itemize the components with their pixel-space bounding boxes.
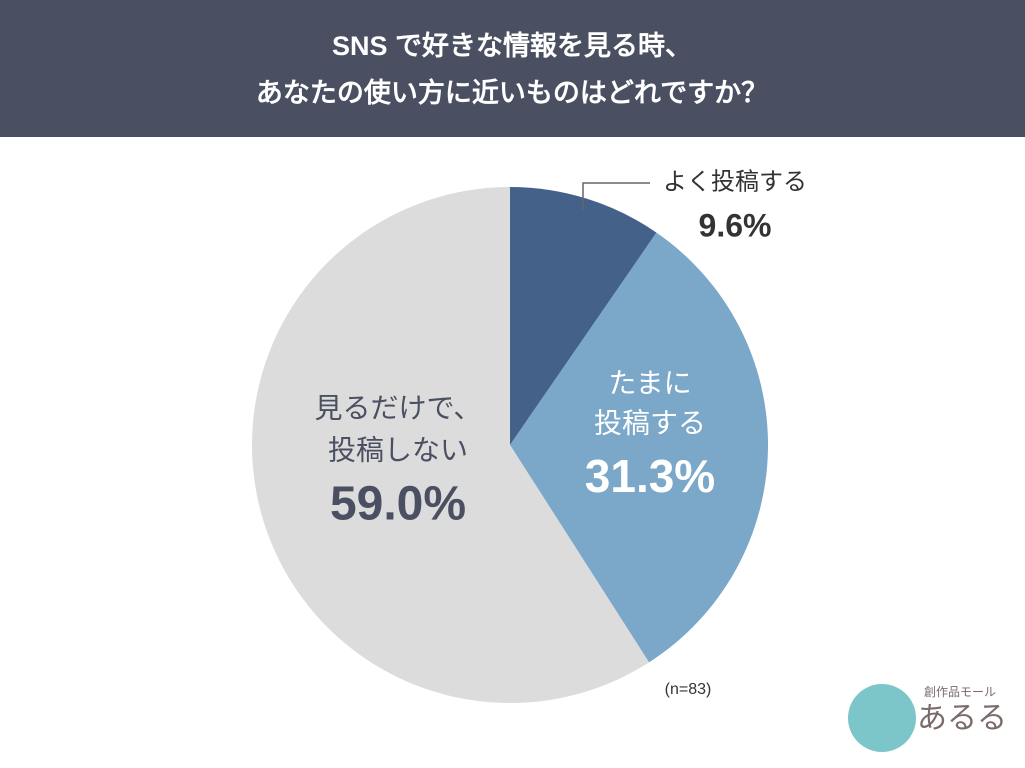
chart-title: SNS で好きな情報を見る時、 — [332, 31, 692, 61]
slice-label: 投稿する — [594, 407, 706, 438]
header-band — [0, 0, 1025, 137]
logo-name: あるる — [917, 702, 1007, 735]
value-label: 59.0% — [330, 478, 466, 531]
pie-slice — [510, 232, 768, 663]
slice-label: たまに — [608, 367, 691, 398]
slice-label: よく投稿する — [663, 168, 807, 195]
sample-note: (n=83) — [665, 681, 712, 698]
slice-label: 見るだけで、 — [315, 392, 482, 423]
slice-label: 投稿しない — [328, 434, 468, 465]
logo-icon — [848, 684, 916, 752]
leader-line — [582, 182, 650, 210]
pie-slice — [510, 187, 657, 445]
value-label: 9.6% — [699, 207, 772, 243]
value-label: 31.3% — [585, 450, 715, 502]
pie-slice — [252, 187, 650, 703]
chart-title: あなたの使い方に近いものはどれですか？ — [256, 77, 768, 108]
logo-tagline: 創作品モール — [924, 685, 996, 699]
